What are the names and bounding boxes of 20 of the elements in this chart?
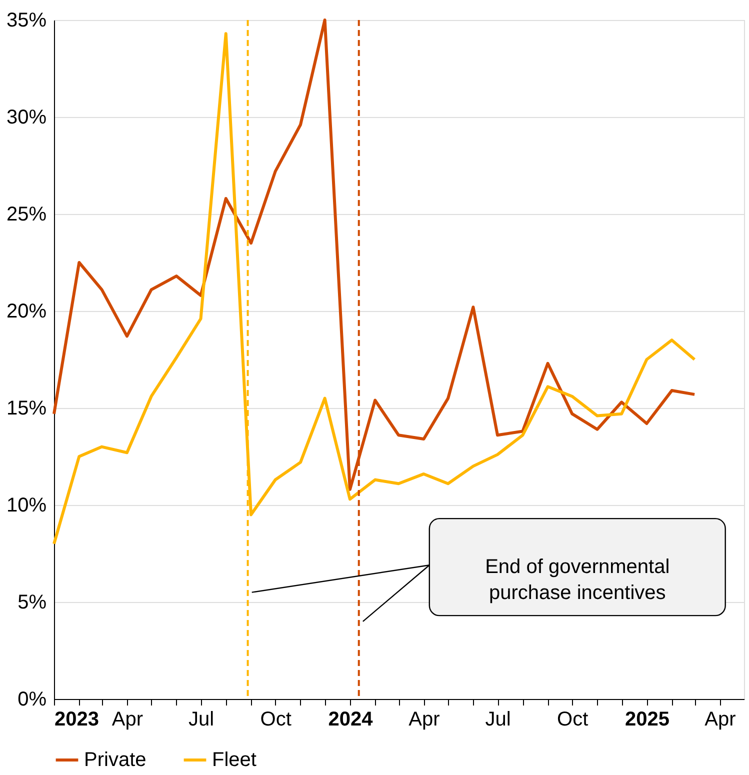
x-tick-label: 2024 xyxy=(328,708,374,730)
y-tick-label: 20% xyxy=(6,300,47,322)
y-tick-label: 25% xyxy=(6,204,47,226)
x-tick-label: Oct xyxy=(260,708,292,730)
x-tick-label: 2025 xyxy=(624,708,670,730)
x-tick-label: Apr xyxy=(704,708,736,730)
x-tick-label: Apr xyxy=(112,708,144,730)
legend-label: Private xyxy=(84,749,146,771)
x-tick-label: Jul xyxy=(485,708,511,730)
x-tick-label: Oct xyxy=(557,708,589,730)
x-tick-label: Jul xyxy=(188,708,214,730)
y-tick-label: 10% xyxy=(6,494,47,516)
y-tick-label: 0% xyxy=(18,688,47,710)
y-tick-label: 5% xyxy=(18,592,47,614)
y-tick-label: 30% xyxy=(6,106,47,128)
x-tick-label: 2023 xyxy=(54,708,99,730)
y-tick-label: 35% xyxy=(6,10,47,32)
y-tick-label: 15% xyxy=(6,398,47,420)
x-tick-label: Apr xyxy=(408,708,440,730)
legend-label: Fleet xyxy=(212,749,257,771)
